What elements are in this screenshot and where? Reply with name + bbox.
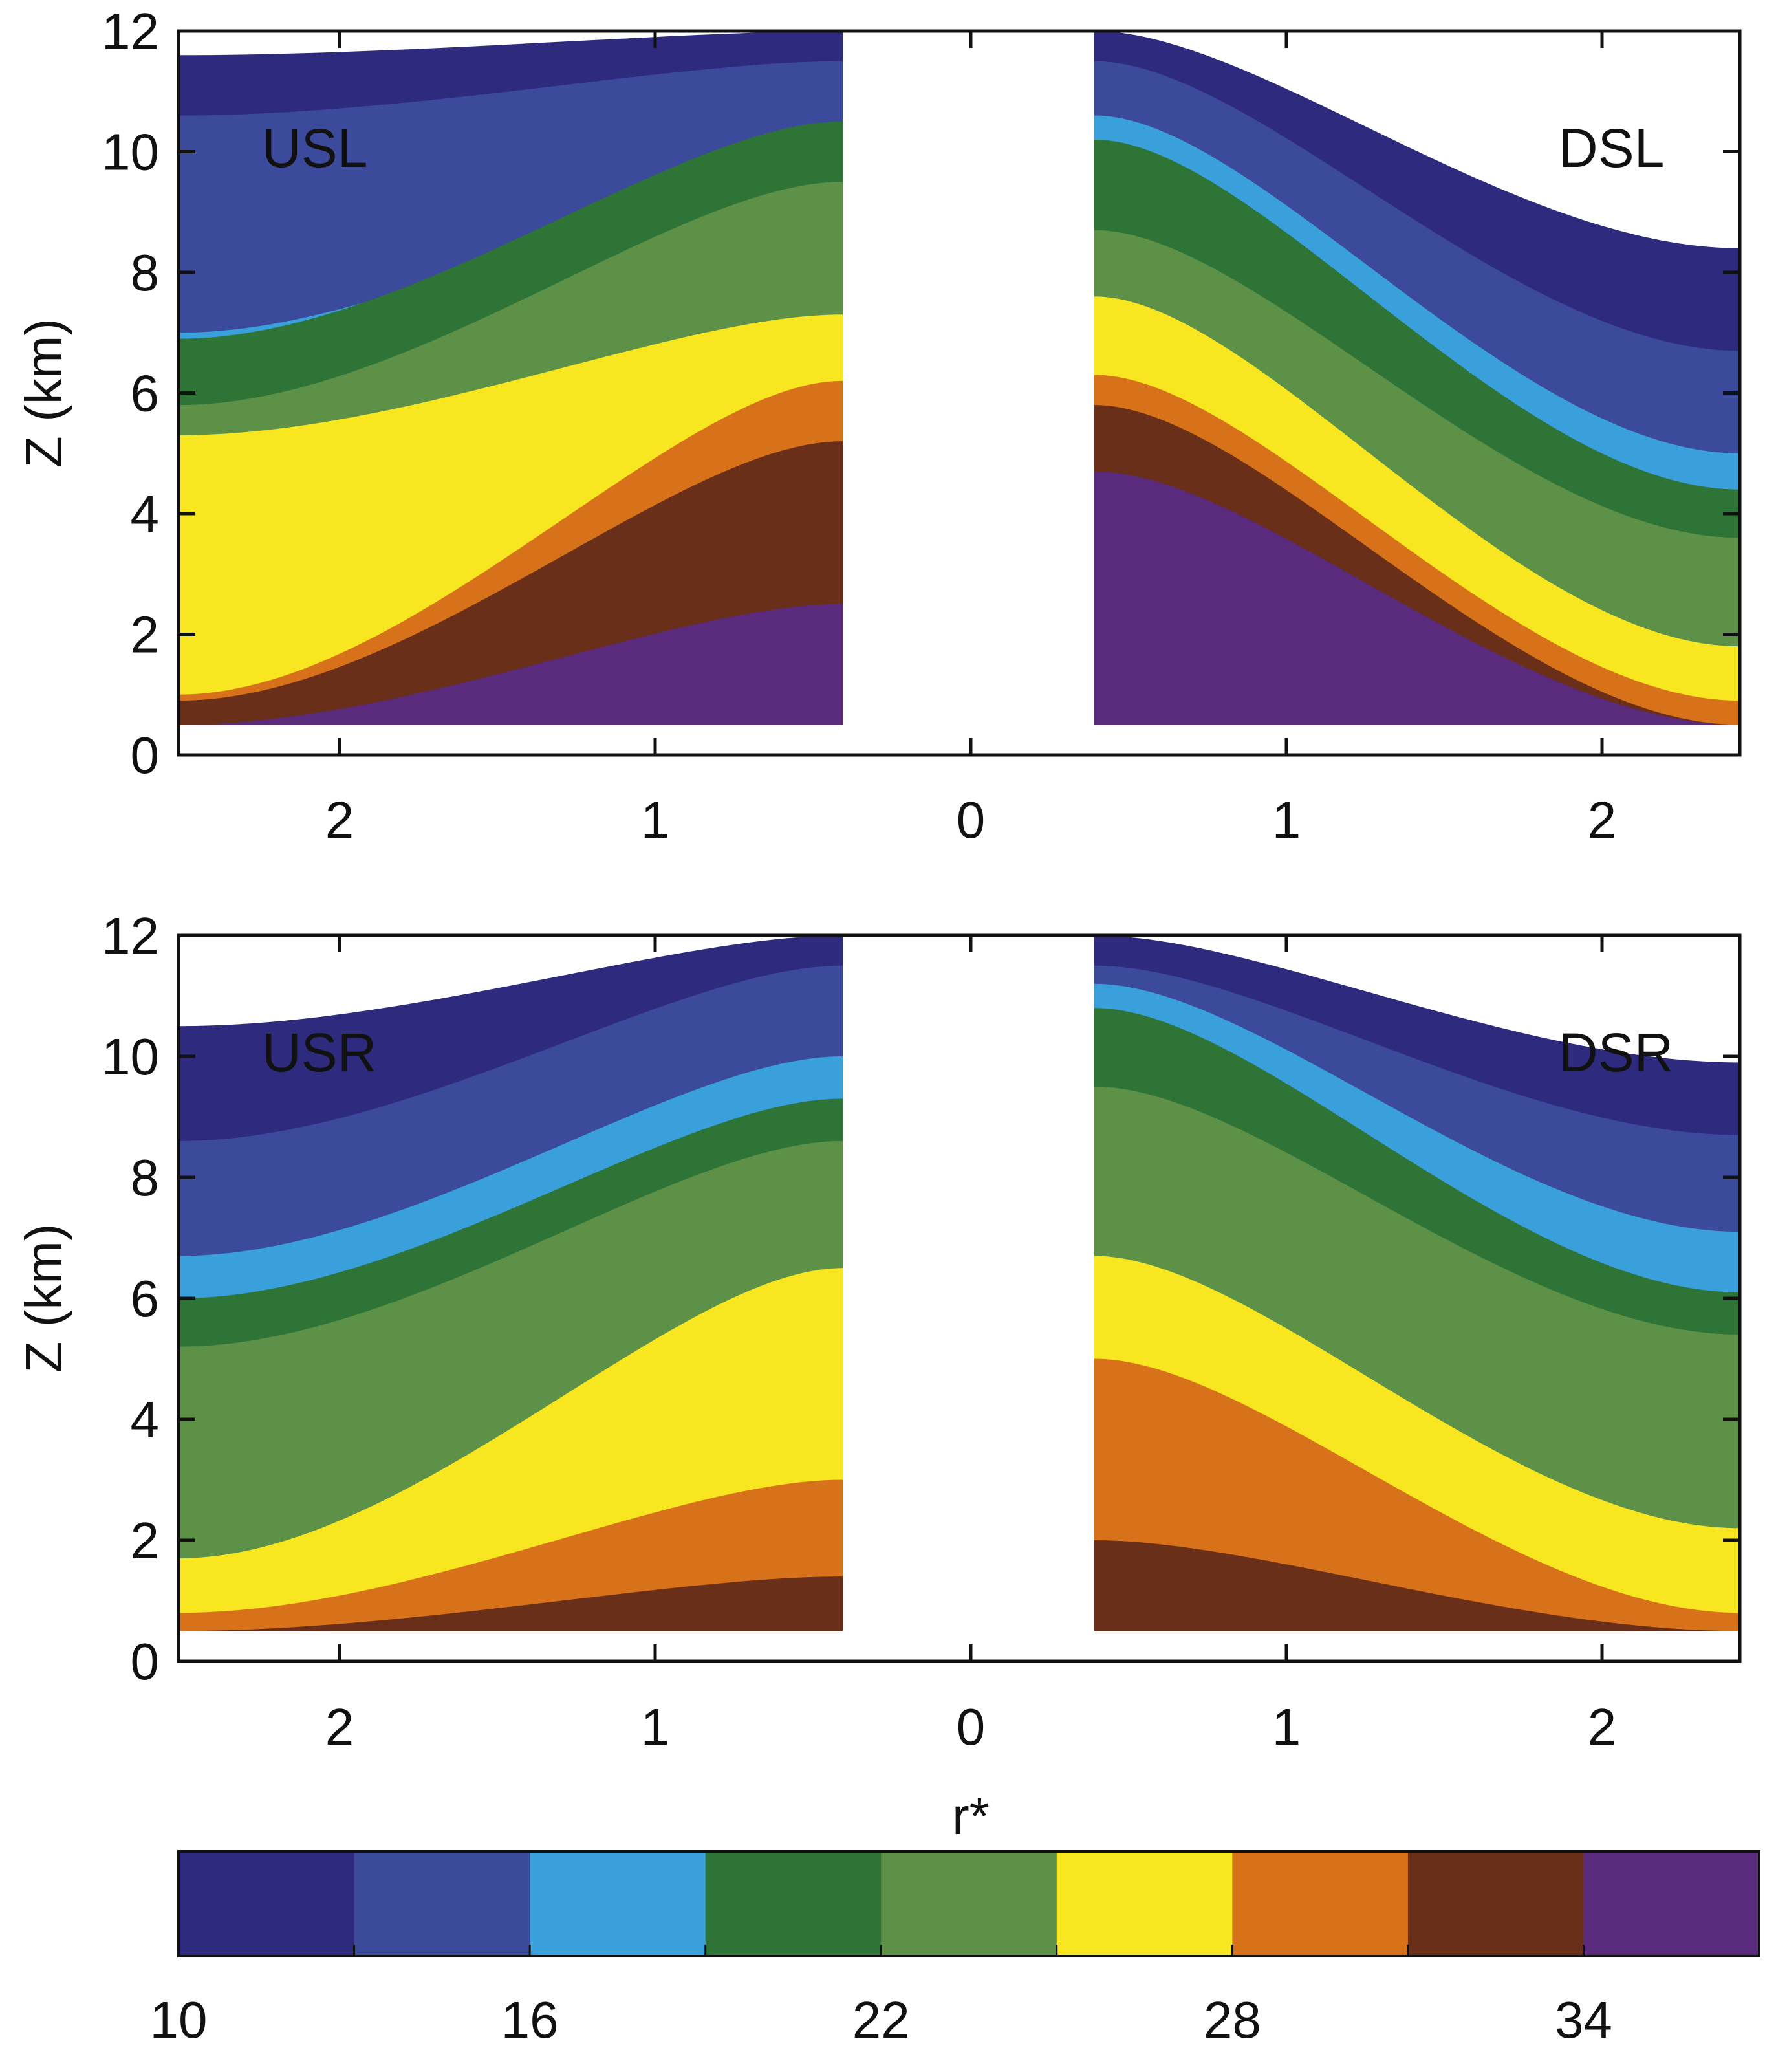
x-axis-title: r*: [952, 1787, 990, 1845]
colorbar-swatch: [530, 1851, 706, 1956]
y-axis-title: Z (km): [15, 1223, 72, 1373]
y-tick-label: 10: [102, 124, 159, 181]
y-tick-label: 10: [102, 1028, 159, 1085]
x-tick-label: 2: [325, 1698, 354, 1756]
y-tick-label: 8: [131, 244, 160, 301]
quadrant-label-left: USR: [262, 1022, 376, 1083]
contour-fill: [179, 935, 1740, 1631]
x-tick-label: 1: [1272, 791, 1301, 849]
y-tick-label: 12: [102, 3, 159, 60]
no-data-region: [843, 935, 1094, 1661]
contour-fill: [178, 31, 1740, 725]
no-data-region: [843, 31, 1094, 755]
colorbar-swatch: [1583, 1851, 1760, 1956]
y-tick-label: 6: [131, 1270, 160, 1327]
colorbar-tick-label: 22: [852, 1991, 910, 2049]
y-tick-label: 6: [131, 365, 160, 422]
colorbar-frame: [177, 1850, 1760, 1957]
x-tick-label: 0: [957, 791, 986, 849]
x-tick-label: 1: [1272, 1698, 1301, 1756]
x-tick-label: 2: [1588, 791, 1617, 849]
colorbar-tick-label: 10: [150, 1991, 208, 2049]
colorbar-swatch: [1056, 1851, 1233, 1956]
fill-band-left: [179, 1576, 843, 1631]
fill-band-right: [1094, 471, 1740, 725]
y-tick-label: 2: [131, 1512, 160, 1569]
colorbar-swatch: [354, 1851, 531, 1956]
y-tick-label: 0: [131, 726, 160, 784]
y-tick-label: 2: [131, 606, 160, 664]
x-tick-label: 1: [641, 1698, 670, 1756]
x-tick-label: 1: [641, 791, 670, 849]
y-tick-label: 4: [131, 1391, 160, 1448]
colorbar-swatch: [1232, 1851, 1409, 1956]
x-tick-label: 2: [325, 791, 354, 849]
colorbar-tick-label: 34: [1555, 1991, 1612, 2049]
colorbar-swatch: [705, 1851, 882, 1956]
y-axis-title: Z (km): [15, 318, 72, 468]
y-tick-label: 8: [131, 1149, 160, 1206]
x-tick-label: 0: [957, 1698, 986, 1756]
y-tick-label: 0: [131, 1633, 160, 1690]
colorbar-swatch: [179, 1851, 355, 1956]
quadrant-label-right: DSR: [1559, 1022, 1673, 1083]
surface-strip: [179, 1631, 1740, 1661]
fill-band-left: [179, 604, 843, 725]
colorbar-swatch: [881, 1851, 1057, 1956]
colorbar-swatch: [1407, 1851, 1585, 1956]
x-tick-label: 2: [1588, 1698, 1617, 1756]
colorbar-tick-label: 28: [1204, 1991, 1261, 2049]
y-tick-label: 4: [131, 485, 160, 543]
fill-band-right: [1094, 1540, 1740, 1631]
quadrant-label-left: USL: [262, 118, 367, 179]
colorbar: 10 16 22 28 34: [150, 1850, 1760, 2049]
surface-strip: [179, 725, 1740, 755]
colorbar-tick-label: 16: [501, 1991, 559, 2049]
y-tick-label: 12: [102, 907, 159, 965]
quadrant-label-right: DSL: [1559, 118, 1664, 179]
